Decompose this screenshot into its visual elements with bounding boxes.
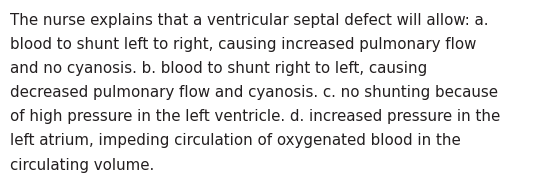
- Text: left atrium, impeding circulation of oxygenated blood in the: left atrium, impeding circulation of oxy…: [10, 133, 461, 149]
- Text: blood to shunt left to right, causing increased pulmonary flow: blood to shunt left to right, causing in…: [10, 37, 477, 52]
- Text: decreased pulmonary flow and cyanosis. c. no shunting because: decreased pulmonary flow and cyanosis. c…: [10, 85, 498, 100]
- Text: and no cyanosis. b. blood to shunt right to left, causing: and no cyanosis. b. blood to shunt right…: [10, 61, 427, 76]
- Text: circulating volume.: circulating volume.: [10, 158, 155, 173]
- Text: The nurse explains that a ventricular septal defect will allow: a.: The nurse explains that a ventricular se…: [10, 13, 489, 28]
- Text: of high pressure in the left ventricle. d. increased pressure in the: of high pressure in the left ventricle. …: [10, 109, 501, 124]
